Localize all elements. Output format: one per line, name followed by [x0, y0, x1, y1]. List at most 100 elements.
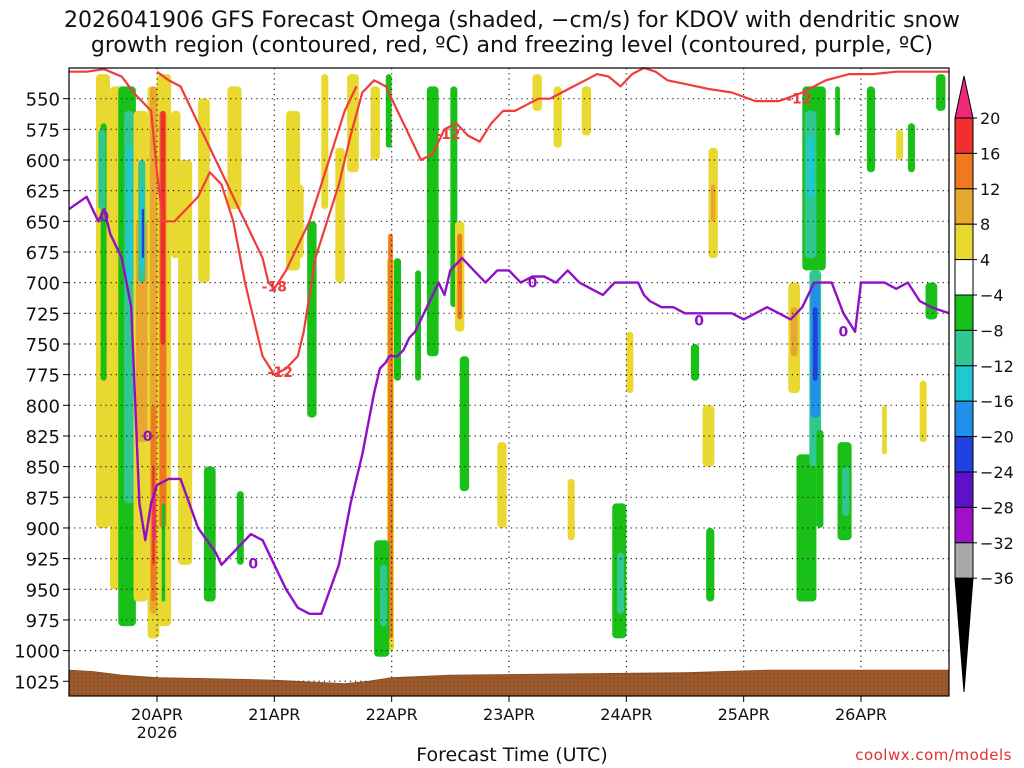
x-tick-label: 26APR — [835, 705, 887, 724]
omega-shading-layer — [95, 74, 946, 657]
x-tick-label: 25APR — [718, 705, 770, 724]
x-tick-sublabel: 2026 — [137, 723, 178, 742]
colorbar-label: −12 — [980, 357, 1014, 376]
omega-feature — [936, 74, 946, 111]
omega-feature — [567, 478, 575, 541]
omega-feature — [141, 209, 145, 259]
colorbar-segment — [954, 365, 974, 402]
freezing-level-contour — [68, 195, 950, 615]
y-tick-label: 550 — [26, 90, 60, 111]
omega-feature — [907, 123, 915, 173]
omega-feature — [497, 442, 507, 528]
x-tick-label: 22APR — [366, 705, 418, 724]
y-tick-label: 950 — [26, 580, 60, 601]
colorbar-label: 4 — [980, 251, 990, 270]
omega-feature — [126, 147, 133, 283]
dgz-upper-contour — [69, 66, 949, 376]
colorbar-segment — [954, 329, 974, 367]
contour-layer: -12 -18 -12 -12 0 0 0 0 0 0 — [68, 66, 950, 615]
omega-feature — [532, 74, 542, 111]
omega-feature — [626, 331, 634, 394]
colorbar-label: −32 — [980, 534, 1014, 553]
credit-link[interactable]: coolwx.com/models — [855, 746, 1012, 764]
ground-surface — [68, 669, 950, 697]
omega-feature — [710, 184, 716, 222]
omega-feature — [690, 343, 700, 381]
colorbar-segment — [954, 223, 974, 261]
y-tick-label: 800 — [26, 396, 60, 417]
contour-label: -12 — [268, 365, 293, 381]
omega-feature — [706, 527, 715, 602]
colorbar-label: −24 — [980, 463, 1014, 482]
y-tick-label: 700 — [26, 274, 60, 295]
y-tick-label: 1025 — [14, 672, 60, 693]
omega-feature — [321, 74, 329, 210]
omega-feature — [816, 429, 824, 528]
omega-feature — [796, 454, 817, 602]
colorbar-label: −16 — [980, 392, 1014, 411]
omega-feature — [457, 233, 463, 320]
contour-label: 0 — [143, 429, 153, 445]
x-tick-label: 20APR — [131, 705, 183, 724]
x-axis-label: Forecast Time (UTC) — [416, 744, 608, 766]
colorbar-segment — [954, 152, 974, 190]
omega-feature — [385, 74, 392, 148]
colorbar-label: −8 — [980, 321, 1004, 340]
omega-feature — [153, 491, 156, 541]
omega-feature — [896, 129, 904, 160]
colorbar-label: −4 — [980, 286, 1004, 305]
contour-label: 0 — [248, 557, 258, 573]
colorbar-label: 16 — [980, 144, 1000, 163]
y-tick-label: 600 — [26, 151, 60, 172]
chart-title-line-1: 2026041906 GFS Forecast Omega (shaded, −… — [64, 8, 960, 33]
omega-feature — [160, 110, 166, 344]
colorbar-segment — [954, 117, 974, 154]
y-tick-label: 900 — [26, 519, 60, 540]
contour-label: 0 — [528, 276, 538, 292]
omega-feature — [459, 356, 470, 492]
colorbar-label: 20 — [980, 109, 1000, 128]
chart-title-line-2: growth region (contoured, red, ºC) and f… — [90, 33, 934, 58]
colorbar-arrow-top — [954, 75, 974, 119]
ground-layer — [68, 669, 950, 697]
colorbar-label: −36 — [980, 569, 1014, 588]
x-tick-label: 23APR — [483, 705, 535, 724]
omega-feature — [98, 129, 106, 210]
x-tick-label: 24APR — [600, 705, 652, 724]
colorbar-segment — [954, 259, 974, 296]
pressure-axis: 550 575 600 625 650 675 700 725 750 775 800 825 850 8… — [14, 90, 69, 693]
omega-feature — [842, 466, 850, 516]
contour-label: -12 — [786, 92, 811, 108]
y-tick-label: 675 — [26, 243, 60, 264]
colorbar-segment — [954, 188, 974, 225]
contour-label: 0 — [839, 325, 849, 341]
omega-feature — [227, 86, 242, 210]
omega-feature — [919, 380, 927, 443]
y-tick-label: 650 — [26, 212, 60, 233]
y-tick-label: 975 — [26, 611, 60, 632]
omega-feature — [307, 221, 317, 418]
colorbar-arrow-bottom — [954, 577, 974, 693]
colorbar-label: −20 — [980, 428, 1014, 447]
omega-feature — [553, 86, 562, 148]
omega-feature — [370, 86, 380, 160]
omega-feature — [581, 86, 592, 136]
contour-label: 0 — [694, 314, 704, 330]
omega-feature — [394, 258, 402, 381]
y-tick-label: 825 — [26, 427, 60, 448]
omega-feature — [702, 405, 715, 467]
omega-feature — [835, 86, 840, 136]
y-tick-label: 750 — [26, 335, 60, 356]
contour-label: 0 — [99, 209, 109, 225]
colorbar-segment — [954, 436, 974, 473]
colorbar-segment — [954, 294, 974, 331]
x-tick-label: 21APR — [248, 705, 300, 724]
omega-feature — [178, 159, 193, 565]
y-tick-label: 850 — [26, 458, 60, 479]
omega-feature — [203, 466, 216, 602]
omega-feature — [335, 147, 345, 283]
omega-feature — [198, 98, 210, 283]
colorbar-segment — [954, 400, 974, 438]
y-tick-label: 1000 — [14, 642, 60, 663]
